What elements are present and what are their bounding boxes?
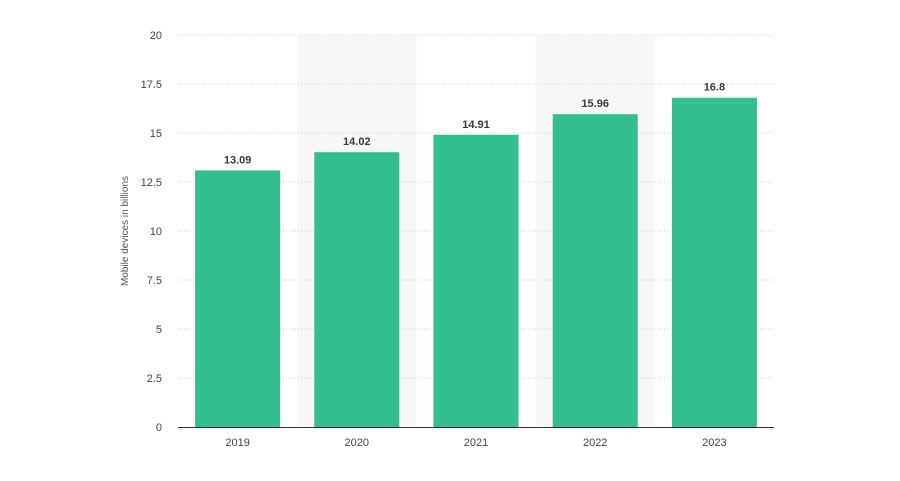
bar-2019[interactable] xyxy=(195,170,281,427)
x-tick-label-2022: 2022 xyxy=(583,437,607,449)
y-tick-label: 7.5 xyxy=(147,275,162,287)
x-tick-label-2019: 2019 xyxy=(225,437,249,449)
y-tick-label: 17.5 xyxy=(141,79,162,91)
x-tick-label-2020: 2020 xyxy=(345,437,369,449)
y-axis-ticks: 0 2.5 5 7.5 10 12.5 15 17.5 20 xyxy=(141,30,162,434)
x-axis-ticks: 2019 2020 2021 2022 2023 xyxy=(225,437,726,449)
bar-2023[interactable] xyxy=(671,97,757,427)
bar-2021[interactable] xyxy=(433,134,519,428)
data-label-2023: 16.8 xyxy=(704,82,725,94)
y-tick-label: 12.5 xyxy=(141,177,162,189)
y-tick-label: 20 xyxy=(150,30,162,42)
data-label-2020: 14.02 xyxy=(343,136,371,148)
bars xyxy=(195,97,757,428)
data-labels: 13.09 14.02 14.91 15.96 16.8 xyxy=(224,82,725,167)
data-label-2019: 13.09 xyxy=(224,154,252,166)
y-tick-label: 15 xyxy=(150,128,162,140)
data-label-2021: 14.91 xyxy=(462,119,490,131)
y-tick-label: 2.5 xyxy=(147,373,162,385)
bar-2022[interactable] xyxy=(552,114,638,428)
data-label-2022: 15.96 xyxy=(581,98,609,110)
y-tick-label: 10 xyxy=(150,226,162,238)
bar-2020[interactable] xyxy=(314,152,400,427)
y-tick-label: 5 xyxy=(156,324,162,336)
x-tick-label-2021: 2021 xyxy=(464,437,488,449)
x-tick-label-2023: 2023 xyxy=(702,437,726,449)
y-axis-title: Mobile devices in billions xyxy=(120,176,131,286)
y-tick-label: 0 xyxy=(156,422,162,434)
